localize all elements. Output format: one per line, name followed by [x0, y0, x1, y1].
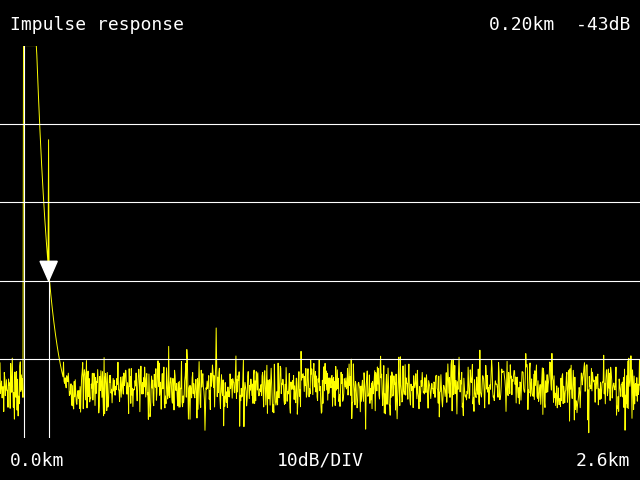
Text: 2.6km: 2.6km [576, 452, 630, 470]
Polygon shape [40, 261, 57, 281]
Text: Impulse response: Impulse response [10, 16, 184, 34]
Text: 10dB/DIV: 10dB/DIV [276, 452, 364, 470]
Text: 0.0km: 0.0km [10, 452, 64, 470]
Text: 0.20km  -43dB: 0.20km -43dB [489, 16, 630, 34]
